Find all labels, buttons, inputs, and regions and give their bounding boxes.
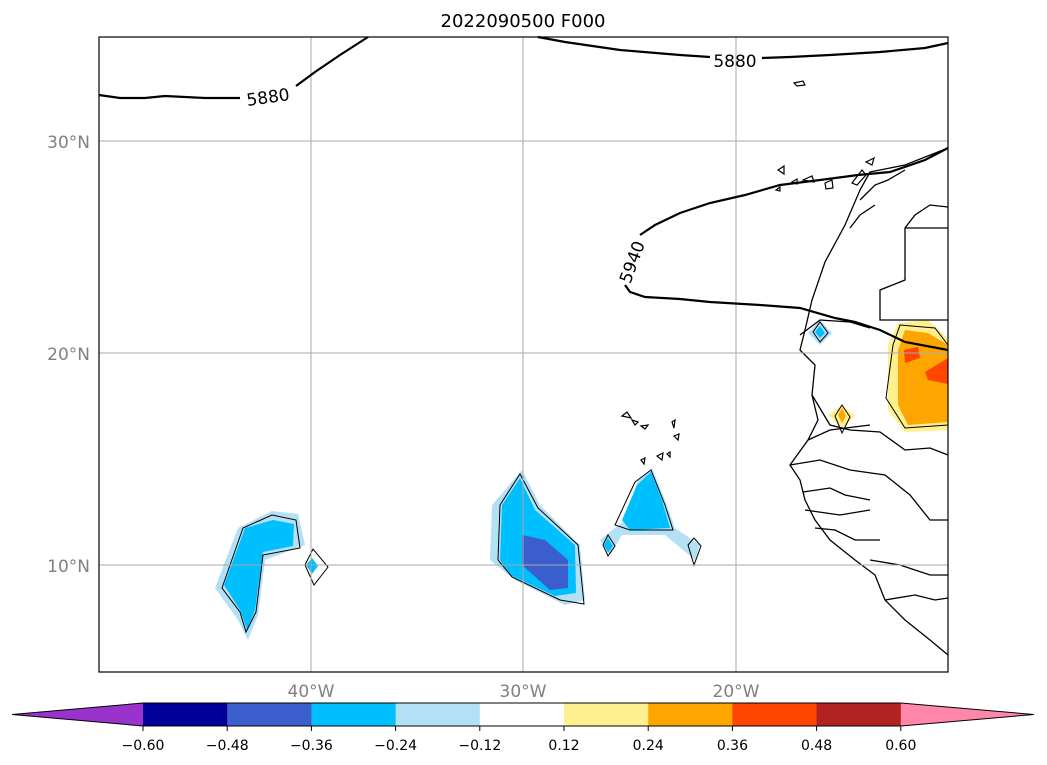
colorbar-segment bbox=[648, 703, 733, 726]
colorbar-extend-high bbox=[900, 703, 1034, 726]
map-title: 2022090500 F000 bbox=[441, 11, 606, 32]
colorbar-tick-label: 0.60 bbox=[885, 738, 916, 754]
lat-label-30n: 30°N bbox=[47, 133, 90, 153]
colorbar-tick-label: −0.36 bbox=[290, 738, 333, 754]
lon-label-20w: 20°W bbox=[713, 682, 760, 702]
colorbar-segment bbox=[816, 703, 902, 726]
colorbar-segment bbox=[564, 703, 649, 726]
shade-central-dark bbox=[522, 535, 568, 590]
colorbar: −0.60 −0.48 −0.36 −0.24 −0.12 0.12 0.24 0.36 0.4… bbox=[11, 702, 1035, 754]
colorbar-ticks: −0.60 −0.48 −0.36 −0.24 −0.12 0.12 0.24 0.36 0.4… bbox=[122, 726, 916, 754]
colorbar-tick-label: 0.12 bbox=[548, 738, 579, 754]
shade-pos-red1 bbox=[904, 347, 920, 363]
map-area: 5880 5880 5940 bbox=[98, 35, 949, 673]
shade-pos-red2 bbox=[925, 358, 948, 384]
thin-contours bbox=[221, 321, 949, 634]
shade-coast-blue bbox=[815, 326, 825, 338]
colorbar-extend-low bbox=[12, 703, 143, 726]
shade-west-small bbox=[306, 558, 318, 574]
colorbar-segment bbox=[479, 703, 565, 726]
shade-capeverde-dot bbox=[604, 538, 613, 553]
lon-label-30w: 30°W bbox=[500, 682, 547, 702]
colorbar-segment bbox=[395, 703, 481, 726]
colorbar-segment bbox=[143, 703, 228, 726]
lat-label-20n: 20°N bbox=[47, 345, 90, 365]
coastlines bbox=[789, 147, 949, 656]
height-contours bbox=[98, 35, 949, 352]
colorbar-tick-label: −0.12 bbox=[458, 738, 501, 754]
colorbar-tick-label: 0.36 bbox=[717, 738, 748, 754]
shade-capeverde-blue bbox=[622, 472, 670, 530]
colorbar-tick-label: 0.48 bbox=[801, 738, 832, 754]
lat-label-10n: 10°N bbox=[47, 557, 90, 577]
gridlines bbox=[99, 37, 948, 672]
colorbar-segment bbox=[311, 703, 397, 726]
colorbar-tick-label: −0.24 bbox=[374, 738, 417, 754]
shade-west-blue bbox=[224, 520, 294, 630]
colorbar-segments bbox=[11, 702, 1035, 727]
lon-label-40w: 40°W bbox=[288, 682, 335, 702]
shade-pos-small-orange bbox=[838, 408, 846, 423]
colorbar-tick-label: −0.60 bbox=[122, 738, 165, 754]
colorbar-segment bbox=[732, 703, 818, 726]
colorbar-segment bbox=[227, 703, 312, 726]
colorbar-tick-label: −0.48 bbox=[206, 738, 249, 754]
contour-label-5880-east: 5880 bbox=[713, 52, 756, 72]
colorbar-tick-label: 0.24 bbox=[633, 738, 664, 754]
